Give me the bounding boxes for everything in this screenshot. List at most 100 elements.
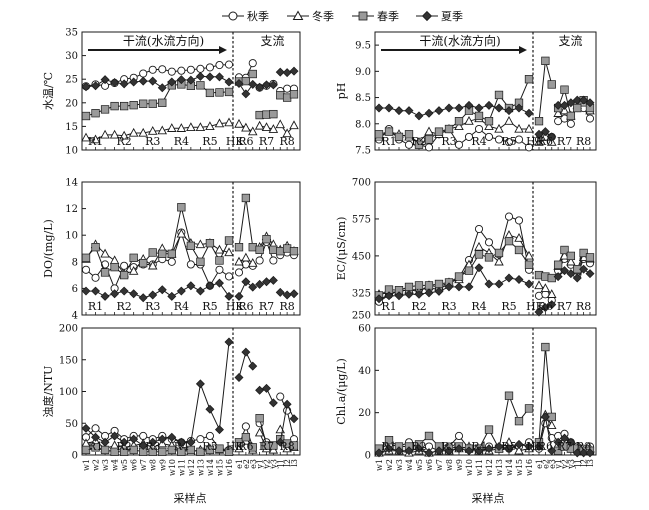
site-group-label: HK — [226, 135, 245, 148]
y-tick-label: 250 — [352, 311, 371, 322]
data-point — [139, 69, 148, 78]
data-point — [110, 447, 119, 456]
data-point — [138, 293, 148, 303]
data-point — [524, 279, 534, 289]
site-group-label: R1 — [381, 135, 396, 148]
data-point — [234, 118, 244, 128]
data-point — [454, 272, 464, 281]
data-point — [283, 84, 292, 93]
x-tick-label: l3 — [290, 459, 299, 467]
data-point — [261, 122, 272, 131]
y-tick-label: 35 — [65, 28, 78, 39]
series-line — [85, 233, 230, 275]
series-spring-mainstream — [81, 203, 234, 280]
data-point — [464, 116, 474, 125]
data-point — [504, 391, 514, 400]
site-group-label: R3 — [145, 135, 160, 148]
series-line — [85, 122, 230, 141]
site-group-label: R1 — [88, 300, 103, 313]
data-point — [255, 256, 264, 265]
data-point — [454, 431, 464, 441]
site-group-label: R6 — [238, 300, 253, 313]
data-point — [110, 262, 119, 272]
data-point — [553, 272, 563, 282]
x-tick-label: w11 — [177, 459, 186, 476]
data-point — [224, 247, 234, 257]
data-point — [414, 444, 424, 454]
data-point — [247, 126, 258, 136]
data-point — [474, 446, 484, 456]
data-point — [177, 447, 186, 456]
data-point — [560, 245, 569, 255]
data-point — [241, 76, 251, 86]
x-tick-label: w15 — [215, 459, 224, 476]
data-point — [269, 245, 278, 254]
data-point — [534, 117, 544, 126]
site-group-label: R7 — [259, 300, 274, 313]
data-point — [205, 445, 215, 455]
data-point — [289, 120, 299, 130]
data-point — [119, 270, 129, 280]
data-point — [541, 56, 550, 65]
data-point — [547, 132, 557, 142]
data-point — [215, 256, 224, 265]
series-line — [85, 427, 230, 451]
data-point — [547, 300, 557, 310]
data-point — [269, 441, 278, 450]
tributary-annotation: 支流 — [260, 34, 284, 48]
arrow-head — [519, 46, 527, 54]
data-point — [275, 437, 285, 447]
x-tick-label: y1 — [256, 459, 265, 470]
data-point — [129, 434, 139, 444]
site-group-label: R7 — [557, 135, 572, 148]
series-line — [538, 60, 553, 122]
data-point — [424, 448, 434, 458]
data-point — [196, 435, 205, 444]
data-point — [534, 129, 544, 139]
data-point — [454, 282, 464, 292]
data-point — [110, 101, 119, 111]
data-point — [255, 385, 265, 395]
data-point — [268, 398, 278, 408]
data-point — [158, 65, 167, 74]
data-point — [514, 245, 524, 255]
y-tick-label: 9.0 — [355, 67, 371, 78]
data-point — [205, 121, 215, 131]
series-line — [378, 443, 530, 454]
data-point — [276, 392, 285, 401]
data-point — [524, 75, 534, 84]
data-point — [224, 447, 234, 456]
data-point — [434, 106, 444, 116]
data-point — [585, 98, 595, 108]
data-point — [540, 131, 551, 141]
data-point — [553, 260, 563, 269]
site-group-label: HK — [226, 440, 245, 453]
x-tick-label: y3 — [269, 459, 278, 470]
data-point — [524, 143, 534, 152]
series-summer-mainstream — [81, 337, 234, 450]
data-point — [176, 286, 186, 296]
site-group-label: R7 — [557, 300, 572, 313]
data-point — [148, 99, 157, 108]
x-tick-label: w7 — [139, 459, 148, 471]
site-group-label: R5 — [501, 135, 516, 148]
data-point — [224, 60, 234, 69]
data-point — [484, 425, 494, 434]
data-point — [157, 434, 167, 444]
y-tick-label: 575 — [352, 214, 371, 225]
x-tick-label: w9 — [455, 459, 464, 471]
series-line — [85, 75, 230, 89]
y-tick-label: 450 — [352, 251, 371, 262]
data-point — [100, 75, 110, 85]
data-point — [205, 239, 215, 248]
data-point — [289, 414, 299, 424]
data-point — [514, 233, 524, 242]
data-point — [484, 121, 494, 131]
data-point — [524, 108, 534, 118]
x-tick-label: e2 — [242, 459, 251, 469]
series-line — [86, 282, 230, 299]
x-tick-label: e3 — [249, 459, 258, 469]
data-point — [138, 76, 148, 86]
